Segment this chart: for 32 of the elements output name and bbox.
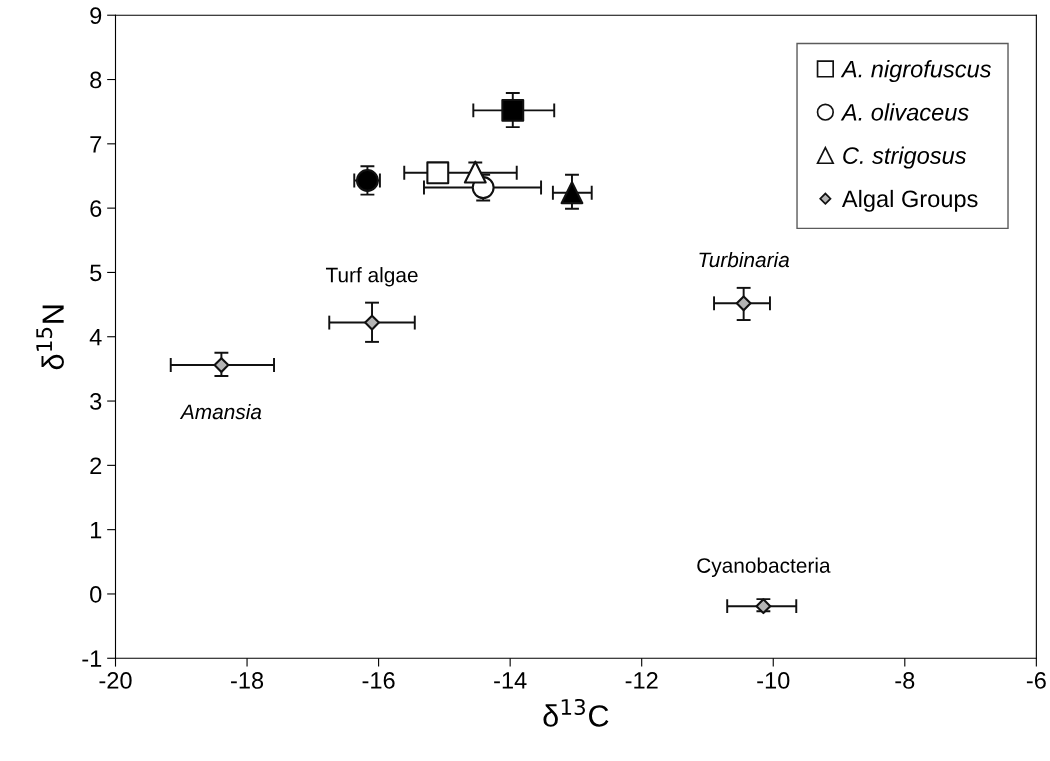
legend-label: Algal Groups xyxy=(841,189,978,212)
x-tick-label: -12 xyxy=(625,672,658,689)
y-axis-title: δ$^{15}$N xyxy=(36,305,64,370)
x-tick-label: -20 xyxy=(99,672,132,689)
point xyxy=(735,295,752,312)
x-tick-label: -6 xyxy=(1026,672,1046,689)
x-tick-label: -8 xyxy=(895,672,915,689)
legend-label: A. nigrofuscus xyxy=(840,60,992,83)
y-tick-label: 9 xyxy=(90,7,102,25)
x-tick-label: -16 xyxy=(362,672,395,689)
y-tick-label: 5 xyxy=(90,264,102,282)
y-tick-label: 2 xyxy=(90,457,102,474)
legend-label: C. strigosus xyxy=(843,146,967,169)
x-tick-label: -14 xyxy=(494,672,527,689)
annotation: Amansia xyxy=(179,403,262,420)
x-axis-title: δ$^{13}$C xyxy=(543,698,609,727)
point xyxy=(364,314,380,331)
y-tick-label: 8 xyxy=(90,71,102,89)
annotation: Cyanobacteria xyxy=(697,557,831,577)
y-tick-label: 7 xyxy=(90,136,102,153)
x-tick-label: -10 xyxy=(757,672,790,689)
annotation: Turbinaria xyxy=(699,251,790,268)
y-tick-label: 3 xyxy=(90,393,102,410)
y-tick-label: 1 xyxy=(90,521,102,539)
x-tick-label: -18 xyxy=(231,672,264,689)
legend-label: A. olivaceus xyxy=(840,103,969,121)
y-tick-label: -1 xyxy=(82,650,102,667)
y-tick-label: 6 xyxy=(90,200,102,217)
y-tick-label: 4 xyxy=(89,329,102,346)
point xyxy=(213,357,230,373)
annotation: Turf algae xyxy=(325,267,418,287)
y-tick-label: 0 xyxy=(90,586,102,603)
